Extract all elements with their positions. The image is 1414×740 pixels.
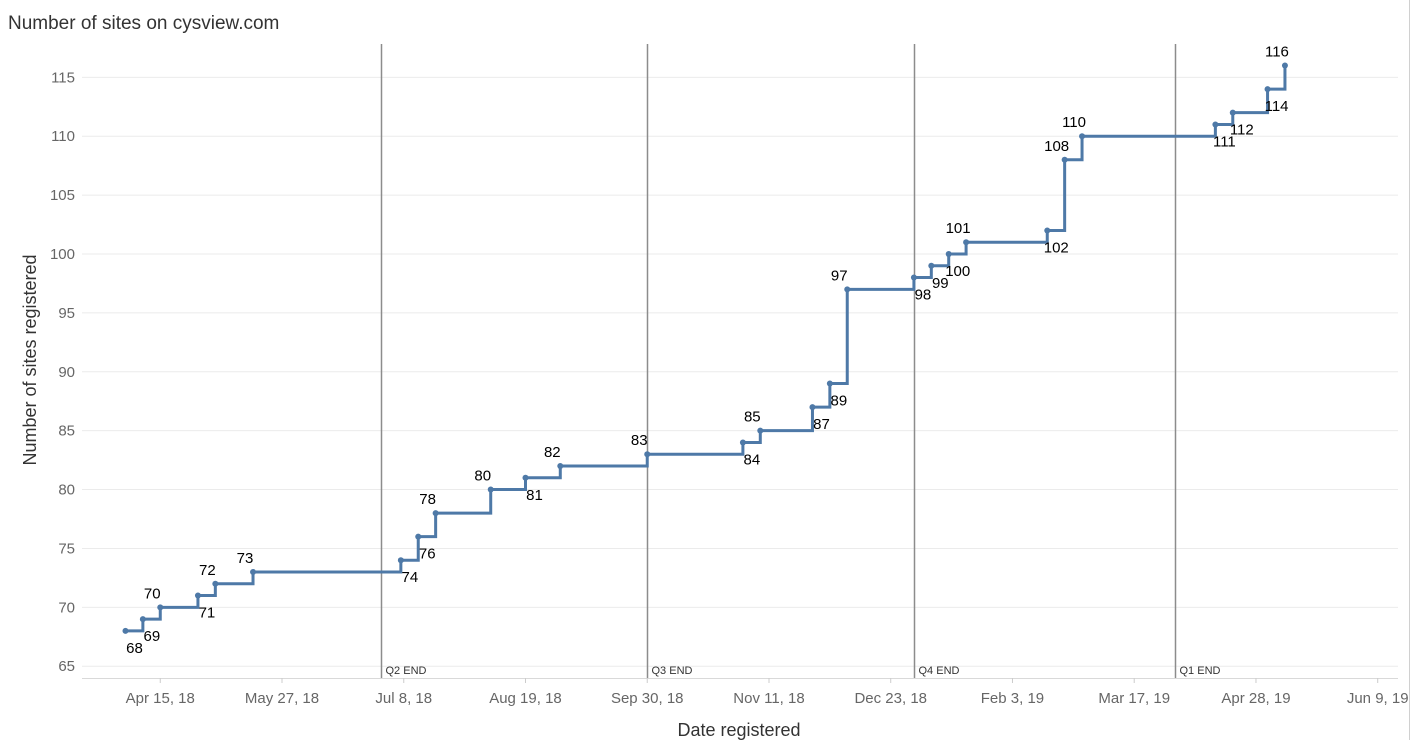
chart-title: Number of sites on cysview.com xyxy=(8,13,279,34)
data-point xyxy=(157,604,164,611)
reference-line-label: Q1 END xyxy=(1180,665,1221,677)
series xyxy=(122,62,1288,634)
data-point xyxy=(522,474,529,481)
data-label: 100 xyxy=(945,263,970,280)
data-label: 112 xyxy=(1230,122,1254,139)
y-tick-label: 110 xyxy=(51,128,75,145)
reference-line-label: Q3 END xyxy=(652,665,693,677)
data-point xyxy=(1044,227,1051,234)
data-point xyxy=(487,486,494,493)
x-tick-label: Dec 23, 18 xyxy=(854,690,927,707)
data-label: 110 xyxy=(1062,114,1086,131)
data-point xyxy=(397,557,404,564)
y-tick-label: 70 xyxy=(58,599,75,616)
data-point xyxy=(1079,133,1086,140)
series-line xyxy=(125,65,1287,633)
data-point xyxy=(1281,62,1288,69)
x-tick-label: Sep 30, 18 xyxy=(611,690,684,707)
data-label: 74 xyxy=(402,569,419,586)
x-tick-label: Jun 9, 19 xyxy=(1347,690,1409,707)
x-tick-label: May 27, 18 xyxy=(245,690,319,707)
data-point xyxy=(557,463,564,469)
x-tick-label: Aug 19, 18 xyxy=(489,690,562,707)
x-tick-label: Feb 3, 19 xyxy=(981,690,1044,707)
y-tick-label: 75 xyxy=(58,540,75,557)
data-point xyxy=(1061,156,1068,163)
reference-line-label: Q4 END xyxy=(919,665,960,677)
data-label: 116 xyxy=(1265,44,1289,61)
data-point xyxy=(250,569,257,575)
data-label: 82 xyxy=(544,444,561,461)
data-point xyxy=(844,286,851,293)
data-point xyxy=(757,427,764,434)
data-label: 70 xyxy=(144,585,161,602)
data-point xyxy=(945,251,952,257)
data-point xyxy=(415,533,422,540)
data-label: 99 xyxy=(932,275,949,292)
data-label: 98 xyxy=(915,287,932,304)
data-point xyxy=(963,239,970,246)
axes: 65 70 75 80 85 90 95 100 105 110 115 Apr 15, 18 May … xyxy=(50,0,1410,740)
data-point xyxy=(1212,121,1219,128)
data-label: 71 xyxy=(199,605,216,622)
y-axis-title: Number of sites registered xyxy=(20,254,40,465)
data-point xyxy=(122,627,129,634)
y-tick-label: 80 xyxy=(58,482,75,499)
data-label: 72 xyxy=(199,562,216,579)
data-point xyxy=(139,616,146,623)
data-label: 101 xyxy=(946,220,971,237)
data-point xyxy=(194,592,201,599)
data-label: 87 xyxy=(813,416,830,433)
data-label: 84 xyxy=(744,451,761,468)
y-tick-label: 105 xyxy=(50,187,75,204)
data-label: 108 xyxy=(1044,138,1069,155)
data-point xyxy=(826,380,833,387)
data-point xyxy=(928,262,935,269)
reference-line-label: Q2 END xyxy=(386,665,427,677)
x-tick-label: Apr 15, 18 xyxy=(126,690,195,707)
data-label: 97 xyxy=(831,267,848,284)
y-tick-label: 115 xyxy=(51,69,75,86)
x-tick-label: Jul 8, 18 xyxy=(375,690,432,707)
y-tick-label: 65 xyxy=(58,658,75,675)
y-tick-label: 95 xyxy=(58,305,75,322)
data-label: 68 xyxy=(126,640,143,657)
data-label: 83 xyxy=(631,432,648,449)
x-axis-title: Date registered xyxy=(677,720,800,740)
data-point xyxy=(1229,109,1236,116)
data-label: 111 xyxy=(1213,133,1236,150)
data-label: 78 xyxy=(419,491,436,508)
x-tick-label: Nov 11, 18 xyxy=(733,690,804,707)
data-point xyxy=(644,451,651,458)
data-label: 69 xyxy=(144,628,161,645)
data-label: 85 xyxy=(744,409,761,426)
x-tick-label: Mar 17, 19 xyxy=(1098,690,1170,707)
data-point xyxy=(809,404,816,411)
data-point xyxy=(432,510,439,517)
data-point xyxy=(910,274,917,281)
data-label: 102 xyxy=(1044,239,1069,256)
data-point xyxy=(1264,86,1271,93)
y-tick-label: 90 xyxy=(58,364,75,381)
y-tick-label: 85 xyxy=(58,423,75,440)
data-label: 89 xyxy=(831,393,848,410)
data-label: 76 xyxy=(419,546,436,563)
data-label: 73 xyxy=(237,550,254,567)
data-label: 80 xyxy=(474,468,491,485)
data-point xyxy=(739,439,746,446)
x-tick-label: Apr 28, 19 xyxy=(1221,690,1290,707)
data-label: 81 xyxy=(526,487,543,504)
reference-lines: Q2 END Q3 END Q4 END Q1 END xyxy=(380,44,1221,678)
data-label: 114 xyxy=(1265,98,1289,115)
data-point xyxy=(212,580,219,587)
gridlines xyxy=(82,76,1398,667)
y-tick-label: 100 xyxy=(50,246,75,263)
